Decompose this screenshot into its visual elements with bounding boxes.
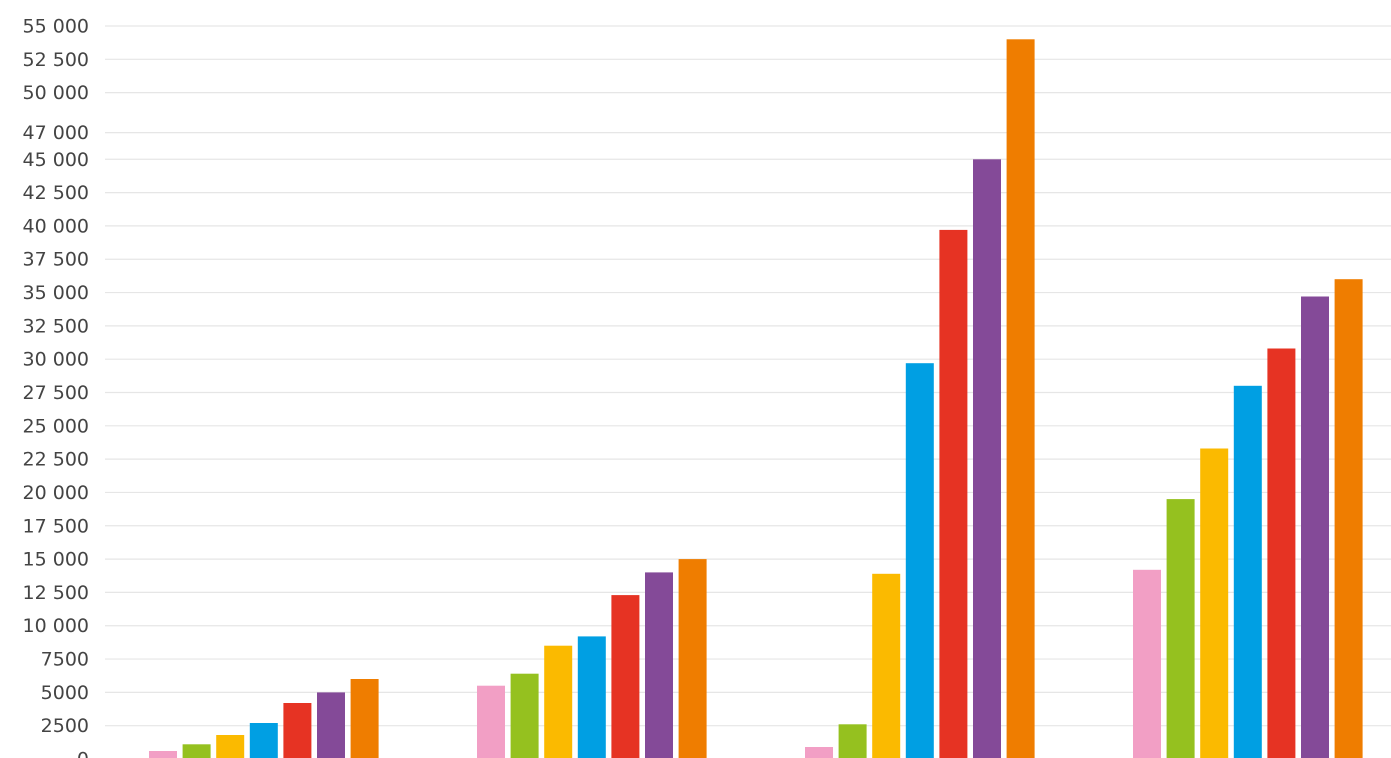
bar — [1133, 569, 1161, 758]
y-tick-label: 32 500 — [23, 315, 89, 337]
grid-layer — [105, 25, 1391, 727]
y-tick-label: 40 000 — [23, 215, 89, 237]
y-tick-label: 27 500 — [23, 382, 89, 404]
y-tick-label: 45 000 — [23, 149, 89, 171]
y-tick-label: 35 000 — [23, 282, 89, 304]
bar — [1267, 348, 1296, 758]
y-tick-label: 52 500 — [23, 49, 89, 71]
bar — [544, 645, 573, 758]
y-tick-label: 42 500 — [23, 182, 89, 204]
bar — [1166, 499, 1195, 758]
y-tick-label: 0 — [77, 749, 89, 758]
bar — [477, 685, 505, 758]
y-tick-label: 25 000 — [23, 415, 89, 437]
bar — [872, 573, 901, 758]
bar — [1200, 448, 1229, 758]
y-tick-label: 2500 — [41, 715, 89, 737]
bar — [805, 747, 833, 758]
bar — [577, 636, 606, 758]
bar — [1334, 279, 1363, 758]
y-tick-label: 22 500 — [23, 449, 89, 471]
y-axis-ticks: 0 2500 5000 7500 10 000 12 500 15 000 17 500 20 … — [23, 16, 89, 758]
y-tick-label: 20 000 — [23, 482, 89, 504]
bar — [249, 723, 278, 758]
y-tick-label: 15 000 — [23, 549, 89, 571]
bar — [905, 363, 934, 758]
y-tick-label: 12 500 — [23, 582, 89, 604]
bar — [317, 692, 345, 758]
bar — [939, 229, 968, 758]
bar — [216, 735, 245, 758]
y-tick-label: 55 000 — [23, 16, 89, 38]
bar — [283, 703, 312, 758]
bar — [350, 679, 379, 758]
bar — [973, 159, 1001, 758]
bar — [1301, 296, 1329, 758]
bar — [1006, 39, 1035, 758]
y-tick-label: 10 000 — [23, 615, 89, 637]
y-tick-label: 30 000 — [23, 349, 89, 371]
bar — [510, 673, 539, 758]
bar — [182, 744, 211, 758]
y-tick-label: 7500 — [41, 649, 89, 671]
bar — [838, 724, 867, 758]
y-tick-label: 37 500 — [23, 249, 89, 271]
bar — [678, 559, 707, 758]
bar — [645, 572, 673, 758]
bar — [1233, 385, 1262, 758]
y-tick-label: 47 000 — [23, 122, 89, 144]
y-tick-label: 50 000 — [23, 82, 89, 104]
y-tick-label: 17 500 — [23, 515, 89, 537]
bar — [149, 751, 177, 758]
bars — [149, 39, 1363, 758]
y-tick-label: 5000 — [41, 682, 89, 704]
bar — [611, 595, 640, 758]
